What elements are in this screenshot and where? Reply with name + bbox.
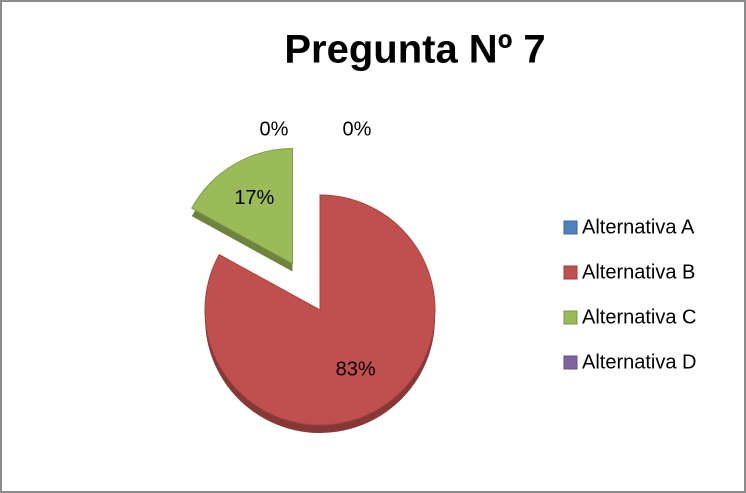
legend-swatch [563,265,578,280]
pie-slice [204,194,436,426]
legend-label: Alternativa A [582,216,695,238]
value-label: 83% [336,359,376,381]
chart-title: Pregunta Nº 7 [284,28,545,72]
legend-swatch [563,310,578,325]
legend-label: Alternativa B [582,261,695,283]
value-label: 0% [343,118,372,140]
pie-slice [191,148,294,265]
value-label: 0% [260,118,289,140]
legend-label: Alternativa D [582,351,697,373]
value-label: 17% [234,187,274,209]
legend-label: Alternativa C [582,306,697,328]
legend-swatch [563,355,578,370]
legend-swatch [563,220,578,235]
